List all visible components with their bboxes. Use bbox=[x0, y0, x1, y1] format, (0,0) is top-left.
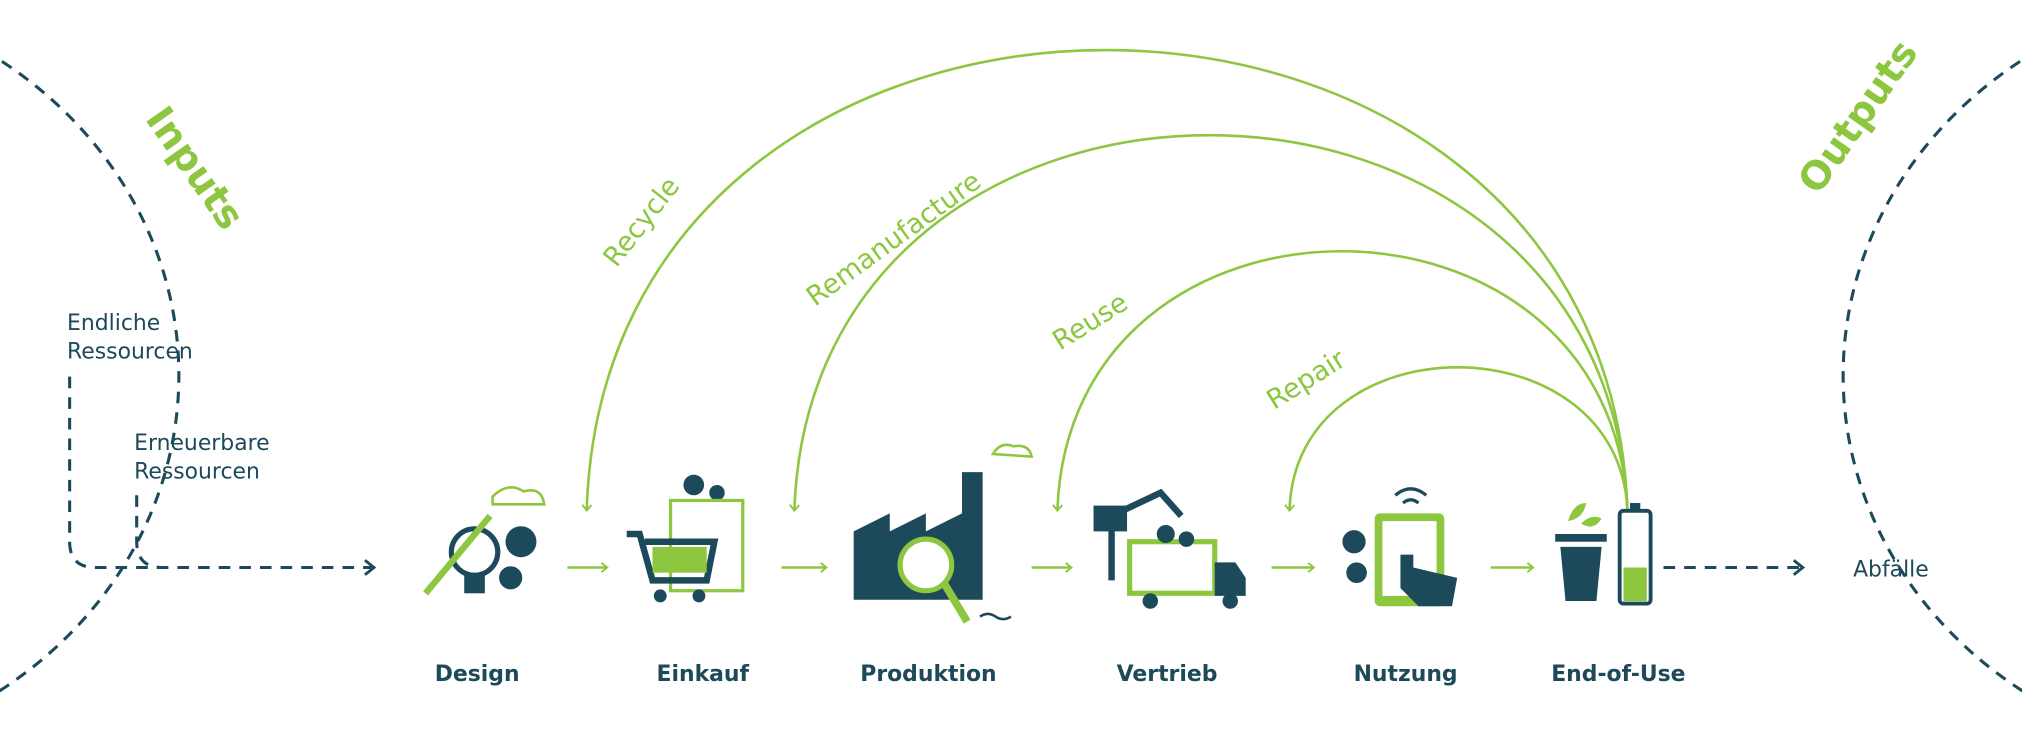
loop-label: Reuse bbox=[1047, 287, 1133, 357]
einkauf-icon bbox=[626, 474, 745, 603]
stage-label: Nutzung bbox=[1354, 662, 1458, 687]
loop-arc bbox=[1052, 249, 1629, 513]
inputs-boundary bbox=[0, 58, 181, 693]
input-label: Ressourcen bbox=[134, 460, 260, 485]
loop-label: Repair bbox=[1261, 343, 1352, 416]
loop-arc bbox=[789, 134, 1629, 513]
input-flow bbox=[135, 495, 163, 570]
inputs-title: Inputs bbox=[136, 99, 252, 238]
end-of-use-icon bbox=[1555, 503, 1653, 606]
loop-label: Remanufacture bbox=[801, 166, 987, 313]
outputs-title: Outputs bbox=[1790, 32, 1928, 202]
loop-arc bbox=[1284, 366, 1629, 513]
stage-label: End-of-Use bbox=[1551, 662, 1685, 687]
input-label: Endliche bbox=[67, 311, 160, 336]
input-flow bbox=[68, 376, 377, 576]
nutzung-icon bbox=[1342, 487, 1458, 607]
output-label: Abfälle bbox=[1853, 558, 1929, 583]
outputs-boundary bbox=[1841, 58, 2022, 693]
stage-label: Produktion bbox=[860, 662, 996, 687]
vertrieb-icon bbox=[1093, 488, 1246, 609]
input-label: Ressourcen bbox=[67, 340, 193, 365]
design-icon bbox=[423, 486, 546, 596]
loop-arc bbox=[581, 48, 1629, 513]
input-label: Erneuerbare bbox=[134, 431, 270, 456]
stage-label: Einkauf bbox=[657, 662, 750, 687]
produktion-icon bbox=[853, 443, 1034, 624]
loop-label: Recycle bbox=[597, 171, 686, 272]
stage-label: Vertrieb bbox=[1117, 662, 1218, 687]
stage-label: Design bbox=[435, 662, 520, 687]
